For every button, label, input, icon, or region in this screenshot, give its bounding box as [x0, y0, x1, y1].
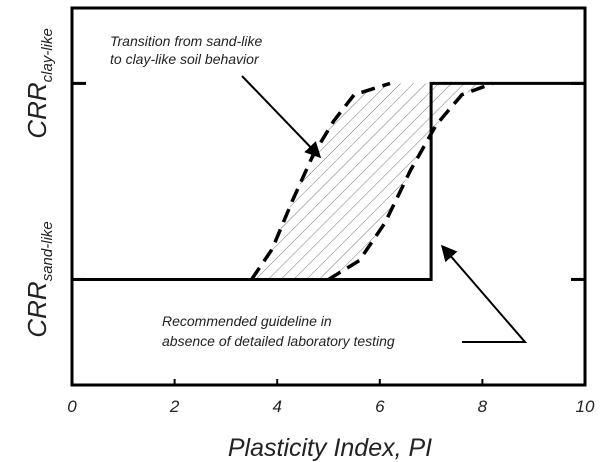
- x-tick-label: 4: [272, 397, 281, 416]
- annotation: Recommended guideline in absence of deta…: [162, 313, 395, 349]
- y-tick-label: CRRclay-like: [22, 28, 56, 139]
- annotation-line: Recommended guideline in: [162, 313, 332, 329]
- x-axis-label: Plasticity Index, PI: [228, 434, 432, 462]
- hatch-layer: [251, 83, 493, 280]
- x-tick-label: 10: [576, 397, 595, 416]
- x-tick-label: 2: [169, 397, 180, 416]
- series-line: [327, 81, 494, 281]
- annotation-arrow: [241, 75, 322, 159]
- x-tick-label: 6: [375, 397, 385, 416]
- y-tick-label-main: CRR: [22, 281, 52, 337]
- y-tick-label-main: CRR: [22, 82, 52, 138]
- y-tick-label-subscript: clay-like: [39, 28, 56, 82]
- annotation-arrow: [440, 244, 528, 343]
- hatch-region: [251, 83, 493, 280]
- x-tick-label: 0: [67, 397, 77, 416]
- annotation: Transition from sand-like to clay-like s…: [110, 33, 262, 67]
- annotation-line: Transition from sand-like: [110, 33, 262, 49]
- y-tick-label-subscript: sand-like: [39, 221, 56, 281]
- y-tick-label: CRRsand-like: [22, 221, 56, 337]
- annotation-line: to clay-like soil behavior: [110, 51, 260, 67]
- plot-frame: [70, 6, 587, 387]
- annotation-line: absence of detailed laboratory testing: [162, 333, 395, 349]
- series-line: [250, 81, 391, 281]
- x-tick-label: 8: [478, 397, 488, 416]
